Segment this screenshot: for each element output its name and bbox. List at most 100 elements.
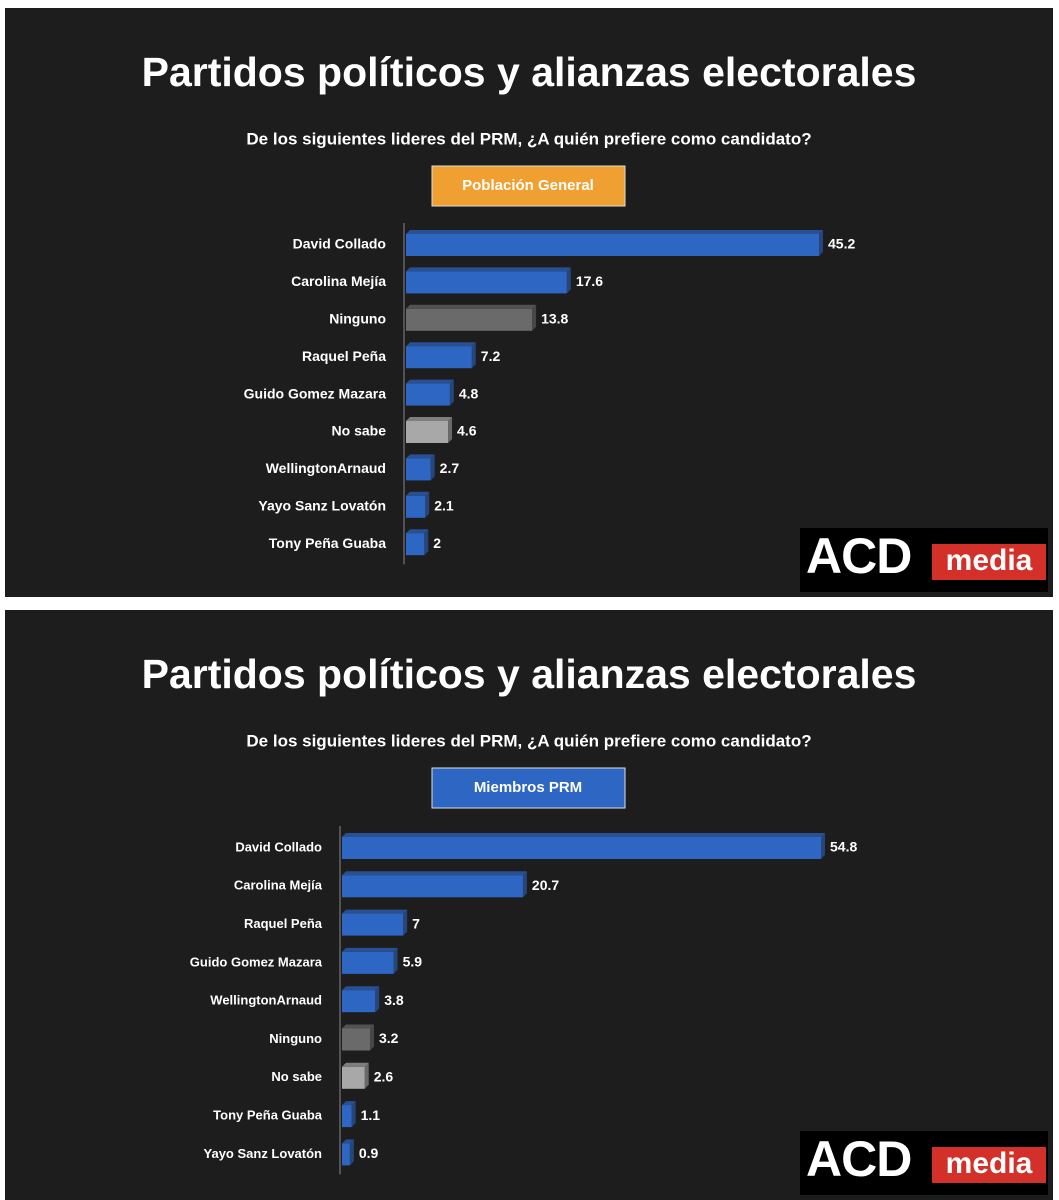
bar [406, 533, 425, 556]
category-label: Yayo Sanz Lovatón [258, 498, 386, 514]
brand-media: media [946, 544, 1033, 577]
bar [342, 913, 404, 936]
bar-top-face [406, 267, 571, 272]
category-label: WellingtonArnaud [266, 460, 386, 476]
bar-top-face [406, 379, 454, 384]
bar [342, 1066, 365, 1089]
bar [406, 308, 533, 331]
value-label: 7.2 [481, 348, 501, 364]
bar-side-face [393, 947, 398, 974]
value-label: 45.2 [828, 236, 855, 252]
chart-title: Partidos políticos y alianzas electorale… [142, 651, 917, 697]
bar-side-face [351, 1101, 356, 1128]
category-label: David Collado [293, 236, 386, 252]
bar-side-face [821, 833, 825, 859]
brand-box [932, 1147, 1046, 1183]
bar [342, 1028, 370, 1051]
category-label: No sabe [332, 423, 387, 439]
category-label: Ninguno [269, 1031, 322, 1046]
segment-box [431, 767, 626, 809]
bar [406, 383, 450, 406]
bar-top-face [406, 417, 453, 421]
category-label: Yayo Sanz Lovatón [204, 1146, 323, 1161]
bar-top-face [406, 491, 430, 496]
bar-side-face [364, 1062, 369, 1089]
bar [342, 1143, 350, 1166]
category-label: Raquel Peña [302, 348, 386, 364]
brand-name: ACD [806, 528, 911, 584]
value-label: 2 [433, 535, 441, 551]
value-label: 3.2 [379, 1030, 399, 1046]
value-label: 0.9 [359, 1145, 379, 1161]
chart-title: Partidos políticos y alianzas electorale… [142, 49, 917, 95]
value-label: 54.8 [830, 839, 857, 855]
value-label: 5.9 [403, 954, 423, 970]
segment-box [431, 165, 626, 207]
category-label: Tony Peña Guaba [213, 1108, 323, 1123]
bar-side-face [375, 986, 380, 1013]
bar-top-face [342, 986, 380, 991]
category-label: Guido Gomez Mazara [190, 954, 323, 969]
category-label: Ninguno [329, 311, 386, 327]
bar [342, 1105, 352, 1128]
value-label: 2.7 [440, 460, 460, 476]
bar-side-face [349, 1139, 354, 1166]
bar [342, 990, 376, 1013]
bar-top-face [406, 230, 823, 234]
category-label: Guido Gomez Mazara [244, 385, 387, 401]
chart-subtitle: De los siguientes lideres del PRM, ¿A qu… [246, 129, 811, 148]
bar-side-face [448, 417, 453, 443]
value-label: 4.6 [457, 423, 477, 439]
panel [5, 8, 1053, 597]
bar-side-face [403, 909, 408, 936]
value-label: 7 [412, 915, 420, 931]
bar-side-face [425, 491, 430, 518]
bar [342, 837, 821, 859]
bar [406, 458, 431, 481]
bar [406, 421, 449, 443]
segment-label: Población General [462, 177, 594, 194]
category-label: Carolina Mejía [234, 878, 323, 893]
bar [406, 234, 819, 256]
bar-side-face [369, 1024, 374, 1051]
category-label: Tony Peña Guaba [269, 535, 386, 551]
value-label: 3.8 [384, 992, 404, 1008]
bar-side-face [424, 529, 429, 556]
bar-side-face [522, 871, 527, 898]
brand-name: ACD [806, 1131, 911, 1187]
bar-top-face [406, 342, 476, 347]
chart-subtitle: De los siguientes lideres del PRM, ¿A qu… [246, 731, 811, 750]
bar-top-face [342, 947, 398, 952]
value-label: 13.8 [541, 311, 568, 327]
bar-side-face [819, 230, 823, 256]
bar-top-face [406, 304, 537, 309]
bar-top-face [406, 529, 429, 534]
value-label: 4.8 [459, 385, 479, 401]
value-label: 1.1 [361, 1107, 381, 1123]
category-label: WellingtonArnaud [210, 993, 322, 1008]
bar-top-face [342, 1024, 374, 1029]
bar-side-face [449, 379, 454, 406]
panel [5, 610, 1053, 1200]
segment-label: Miembros PRM [474, 779, 582, 796]
brand-box [932, 544, 1046, 580]
brand-media: media [946, 1147, 1033, 1180]
bar [406, 495, 426, 518]
bar-top-face [342, 1139, 354, 1144]
value-label: 2.6 [374, 1069, 394, 1085]
bar-top-face [342, 1101, 356, 1106]
category-label: Carolina Mejía [291, 273, 386, 289]
value-label: 17.6 [576, 273, 603, 289]
category-label: David Collado [235, 839, 322, 854]
value-label: 2.1 [434, 498, 454, 514]
bar [342, 875, 523, 898]
bar [342, 951, 394, 974]
bar-top-face [342, 909, 408, 914]
bar-top-face [406, 454, 435, 459]
bar-side-face [471, 342, 476, 369]
bar [406, 271, 567, 294]
bar-top-face [342, 871, 527, 876]
bar-top-face [342, 833, 825, 837]
value-label: 20.7 [532, 877, 559, 893]
